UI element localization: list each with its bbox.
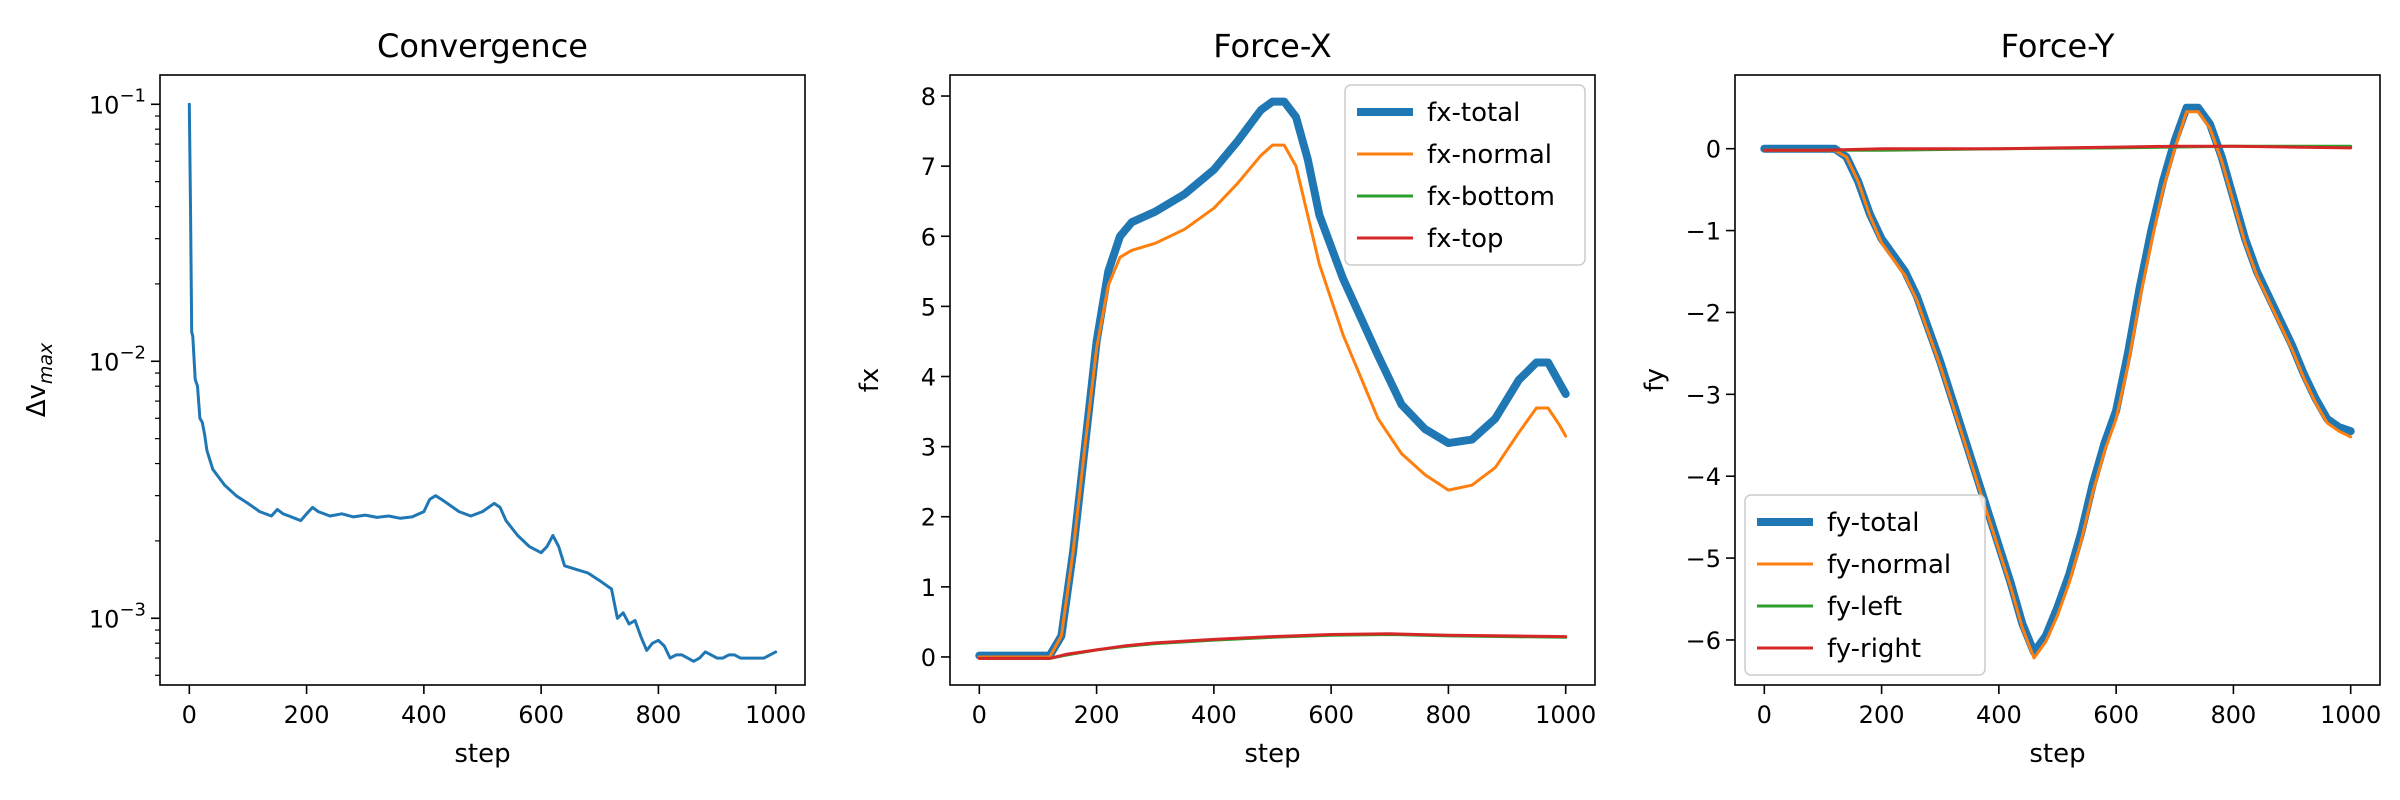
y-axis-label: fy bbox=[1640, 368, 1670, 392]
series-line-fx-normal bbox=[977, 143, 1568, 659]
x-axis-label: step bbox=[2029, 739, 2085, 769]
y-tick-label: −5 bbox=[1686, 545, 1721, 573]
chart-panel-0: Convergence 0 200 400 600 800 1000 10−3 10−2 10−1… bbox=[22, 27, 806, 769]
x-tick-label: 0 bbox=[1757, 701, 1772, 729]
legend-box bbox=[1744, 494, 1986, 676]
y-tick-label: −6 bbox=[1686, 627, 1721, 655]
x-tick-label: 600 bbox=[2093, 701, 2139, 729]
x-axis-label: step bbox=[454, 739, 510, 769]
x-tick-label: 400 bbox=[1191, 701, 1237, 729]
x-tick-label: 200 bbox=[1074, 701, 1120, 729]
y-tick-label: 6 bbox=[921, 223, 936, 251]
x-tick-label: 400 bbox=[401, 701, 447, 729]
series-line-fx-top bbox=[977, 632, 1568, 660]
axes-frame bbox=[1734, 74, 2381, 686]
y-tick-label: 2 bbox=[921, 504, 936, 532]
chart-title: Force-X bbox=[1213, 27, 1331, 65]
y-tick-label: 3 bbox=[921, 434, 936, 462]
x-tick-label: 200 bbox=[1859, 701, 1905, 729]
y-tick-label: 1 bbox=[921, 574, 936, 602]
x-axis-label: step bbox=[1244, 739, 1300, 769]
legend: fy-total fy-normal fy-left fy-right bbox=[1744, 494, 1986, 676]
y-tick-label: −4 bbox=[1686, 463, 1721, 491]
series-line-fy-normal bbox=[1762, 110, 2353, 660]
legend-box bbox=[1344, 84, 1586, 266]
x-tick-label: 1000 bbox=[2320, 701, 2381, 729]
x-tick-label: 800 bbox=[1426, 701, 1472, 729]
x-tick-label: 0 bbox=[182, 701, 197, 729]
chart-panel-2: Force-Y 0 200 400 600 800 1000 −6 −5 −4 −3 −2 −1 0 ste… bbox=[1640, 27, 2381, 769]
legend-entry: fy-right bbox=[1827, 634, 1921, 664]
chart-title: Convergence bbox=[377, 27, 588, 65]
chart-title: Force-Y bbox=[2001, 27, 2115, 65]
y-tick-label: −1 bbox=[1686, 218, 1721, 246]
x-tick-label: 600 bbox=[518, 701, 564, 729]
legend-entry: fx-top bbox=[1427, 224, 1504, 254]
series-line bbox=[187, 102, 778, 663]
legend-entry: fx-normal bbox=[1427, 140, 1552, 170]
series-group bbox=[975, 97, 1570, 660]
legend-entry: fx-total bbox=[1427, 98, 1520, 128]
y-tick-label: 4 bbox=[921, 363, 936, 391]
x-tick-label: 600 bbox=[1308, 701, 1354, 729]
series-line-fy-right bbox=[1762, 144, 2353, 152]
x-tick-label: 1000 bbox=[745, 701, 806, 729]
chart-panel-1: Force-X 0 200 400 600 800 1000 0 1 2 3 4 5 6 7 8 step fx f… bbox=[855, 27, 1596, 769]
y-tick-label: 0 bbox=[1706, 136, 1721, 164]
x-tick-label: 200 bbox=[284, 701, 330, 729]
x-tick-label: 400 bbox=[1976, 701, 2022, 729]
x-tick-label: 800 bbox=[636, 701, 682, 729]
y-tick-label: 8 bbox=[921, 83, 936, 111]
axes-frame bbox=[159, 74, 806, 686]
y-tick-label: 10−1 bbox=[89, 85, 146, 119]
y-axis-label: fx bbox=[855, 368, 885, 393]
y-axis-label: Δvmax bbox=[22, 342, 57, 417]
y-tick-label: 7 bbox=[921, 153, 936, 181]
legend-entry: fy-left bbox=[1827, 592, 1902, 622]
x-tick-label: 0 bbox=[972, 701, 987, 729]
legend-entry: fy-total bbox=[1827, 508, 1919, 538]
y-tick-label: −2 bbox=[1686, 299, 1721, 327]
axes-frame bbox=[949, 74, 1596, 686]
y-tick-label: −3 bbox=[1686, 381, 1721, 409]
legend: fx-total fx-normal fx-bottom fx-top bbox=[1344, 84, 1586, 266]
series-group bbox=[1760, 103, 2355, 660]
legend-entry: fy-normal bbox=[1827, 550, 1951, 580]
x-tick-label: 1000 bbox=[1535, 701, 1596, 729]
series-line-fy-total bbox=[1760, 103, 2355, 657]
y-tick-label: 5 bbox=[921, 293, 936, 321]
series-group bbox=[187, 102, 778, 663]
legend-entry: fx-bottom bbox=[1427, 182, 1555, 212]
x-tick-label: 800 bbox=[2211, 701, 2257, 729]
y-tick-label: 0 bbox=[921, 644, 936, 672]
y-tick-label: 10−3 bbox=[89, 599, 146, 633]
y-tick-label: 10−2 bbox=[89, 342, 146, 376]
